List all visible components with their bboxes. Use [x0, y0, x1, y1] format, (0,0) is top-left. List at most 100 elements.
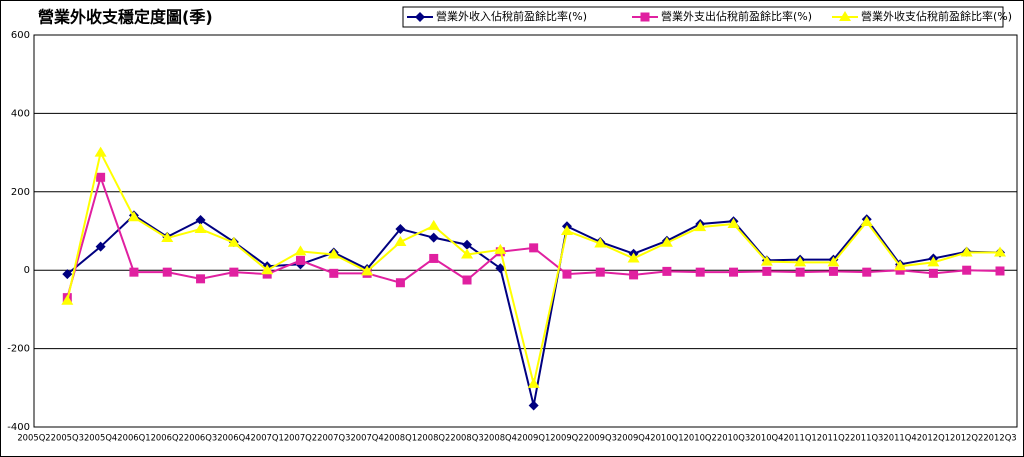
point: [195, 215, 206, 226]
point: [862, 267, 872, 277]
point: [729, 267, 739, 277]
point: [94, 146, 107, 157]
point: [662, 266, 672, 276]
point: [762, 266, 772, 276]
legend-label: 營業外收入佔稅前盈餘比率(%): [436, 9, 587, 23]
x-tick-label: 2008Q3: [450, 434, 483, 444]
x-tick-label: 2006Q1: [117, 434, 150, 444]
x-tick-label: 2008Q1: [384, 434, 417, 444]
point: [428, 232, 439, 243]
y-tick-label: 0: [24, 265, 30, 276]
point: [860, 215, 873, 226]
legend-box: [402, 6, 1004, 28]
legend-marker: [839, 11, 851, 21]
point: [629, 270, 639, 280]
point: [127, 211, 140, 222]
point: [727, 217, 740, 228]
x-tick-label: 2009Q2: [550, 434, 583, 444]
point: [196, 274, 206, 284]
point: [627, 252, 640, 263]
y-tick-label: -200: [7, 344, 30, 355]
point: [427, 219, 440, 230]
point: [95, 241, 106, 252]
point: [795, 267, 805, 277]
x-tick-label: 2009Q3: [584, 434, 617, 444]
point: [462, 275, 472, 285]
point: [560, 225, 573, 235]
x-tick-label: 2010Q2: [684, 434, 717, 444]
point: [695, 267, 705, 277]
point: [194, 223, 207, 234]
point: [395, 278, 405, 288]
x-tick-label: 2010Q1: [650, 434, 683, 444]
point: [529, 243, 539, 253]
plot-area: [33, 34, 1018, 428]
point: [227, 236, 240, 247]
point: [527, 377, 540, 388]
point: [760, 255, 773, 266]
x-tick-label: 2009Q1: [517, 434, 550, 444]
x-tick-label: 2010Q4: [750, 434, 784, 444]
point: [62, 269, 73, 280]
point: [794, 256, 807, 267]
point: [694, 221, 707, 232]
x-tick-label: 2007Q2: [284, 434, 317, 444]
point: [562, 269, 572, 279]
x-tick-label: 2007Q3: [317, 434, 350, 444]
x-tick-label: 2009Q4: [617, 434, 651, 444]
point: [827, 256, 840, 267]
x-tick-label: 2006Q2: [151, 434, 184, 444]
point: [394, 235, 407, 246]
x-tick-label: 2011Q1: [783, 434, 816, 444]
x-tick-label: 2011Q2: [817, 434, 850, 444]
point: [928, 268, 938, 278]
point: [960, 246, 973, 257]
point: [828, 266, 838, 276]
x-tick-label: 2011Q3: [850, 434, 883, 444]
point: [927, 256, 940, 267]
x-tick-label: 2012Q3: [983, 434, 1016, 444]
point: [361, 265, 374, 276]
point: [462, 239, 473, 250]
point: [594, 237, 607, 248]
legend-label: 營業外收支佔稅前盈餘比率(%): [861, 9, 1012, 23]
point: [329, 268, 339, 278]
x-tick-label: 2005Q3: [51, 434, 84, 444]
y-tick-label: -400: [7, 422, 30, 433]
point: [461, 248, 474, 259]
point: [660, 236, 673, 247]
point: [495, 263, 506, 274]
point: [162, 267, 172, 277]
x-tick-label: 2011Q4: [883, 434, 917, 444]
point: [129, 267, 139, 277]
y-tick-label: 400: [11, 108, 30, 119]
x-tick-label: 2006Q4: [217, 434, 251, 444]
point: [61, 294, 74, 305]
point: [229, 267, 239, 277]
point: [994, 246, 1006, 257]
x-tick-label: 2012Q1: [917, 434, 950, 444]
point: [294, 245, 307, 256]
x-tick-label: 2012Q2: [950, 434, 983, 444]
point: [494, 243, 507, 254]
y-tick-label: 600: [11, 30, 30, 41]
chart-title: 營業外收支穩定度圖(季): [38, 8, 213, 27]
x-tick-label: 2008Q2: [417, 434, 450, 444]
point: [429, 253, 439, 263]
x-tick-label: 2008Q4: [484, 434, 518, 444]
point: [261, 264, 274, 275]
point: [161, 232, 174, 243]
point: [962, 265, 972, 275]
point: [295, 255, 305, 265]
x-tick-label: 2007Q1: [251, 434, 284, 444]
legend-marker: [640, 12, 650, 22]
legend-label: 營業外支出佔稅前盈餘比率(%): [661, 9, 812, 23]
x-tick-label: 2010Q3: [717, 434, 750, 444]
x-tick-label: 2006Q3: [184, 434, 217, 444]
point: [595, 267, 605, 277]
point: [528, 400, 539, 411]
point: [327, 248, 340, 259]
point: [995, 266, 1005, 276]
